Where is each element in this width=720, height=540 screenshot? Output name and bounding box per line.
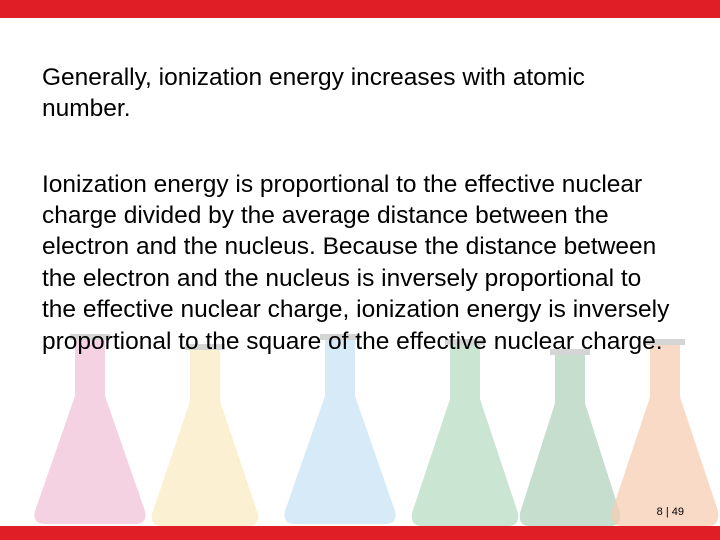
slide-content: Generally, ionization energy increases w… bbox=[0, 18, 720, 526]
bottom-accent-bar bbox=[0, 526, 720, 540]
page-total: 49 bbox=[672, 506, 684, 518]
slide-container: Generally, ionization energy increases w… bbox=[0, 0, 720, 540]
body-paragraph-2: Ionization energy is proportional to the… bbox=[42, 169, 678, 357]
body-paragraph-1: Generally, ionization energy increases w… bbox=[42, 62, 678, 125]
top-accent-bar bbox=[0, 0, 720, 18]
page-number: 8 | 49 bbox=[657, 506, 684, 518]
page-separator: | bbox=[663, 506, 672, 518]
